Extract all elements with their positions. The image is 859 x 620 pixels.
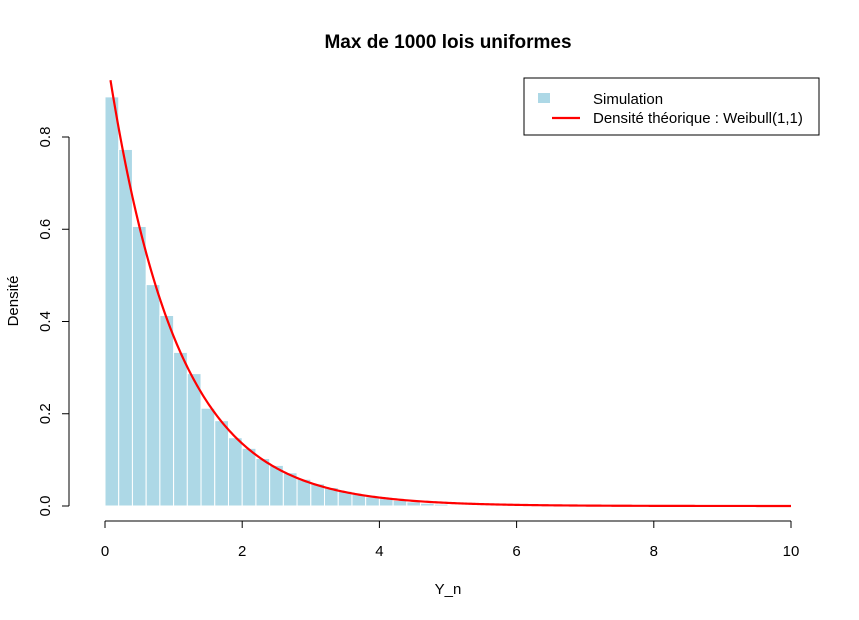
histogram-bar (255, 457, 271, 507)
histogram-bar (214, 420, 229, 507)
x-axis: 0 2 4 6 8 10 (101, 520, 800, 560)
legend-label-simulation: Simulation (593, 91, 663, 108)
histogram-bar (173, 351, 188, 507)
x-tick-label: 8 (650, 543, 658, 560)
legend-box (523, 77, 820, 136)
histogram-bar (406, 501, 422, 507)
histogram-bar (200, 407, 216, 507)
y-tick-label: 0.6 (37, 219, 54, 240)
y-tick-label: 0.8 (37, 127, 54, 148)
x-tick-label: 6 (512, 543, 520, 560)
x-tick-label: 2 (238, 543, 246, 560)
histogram-bar (241, 447, 257, 507)
x-tick-label: 4 (375, 543, 383, 560)
histogram-bars (104, 96, 449, 507)
histogram-bar (118, 148, 133, 507)
histogram-bar (159, 315, 175, 507)
x-axis-label: Y_n (435, 581, 462, 598)
histogram-bar (433, 503, 449, 507)
histogram-bar (186, 373, 202, 507)
x-tick-label: 0 (101, 543, 109, 560)
histogram-bar (392, 499, 408, 507)
legend-swatch-simulation (538, 93, 550, 103)
density-curve (109, 80, 791, 508)
x-tick-label: 10 (783, 543, 800, 560)
histogram-bar (227, 437, 243, 507)
legend-label-density: Densité théorique : Weibull(1,1) (593, 110, 803, 127)
histogram-bar (420, 502, 435, 507)
y-tick-label: 0.0 (37, 496, 54, 517)
y-axis: 0.0 0.2 0.4 0.6 0.8 (37, 127, 70, 517)
histogram-bar (104, 96, 120, 507)
histogram-bar (131, 225, 147, 507)
chart-title: Max de 1000 lois uniformes (324, 32, 571, 53)
y-tick-label: 0.2 (37, 403, 54, 424)
y-tick-label: 0.4 (37, 311, 54, 332)
legend: Simulation Densité théorique : Weibull(1… (523, 77, 820, 136)
y-axis-label: Densité (5, 276, 22, 327)
histogram-bar (145, 284, 161, 507)
